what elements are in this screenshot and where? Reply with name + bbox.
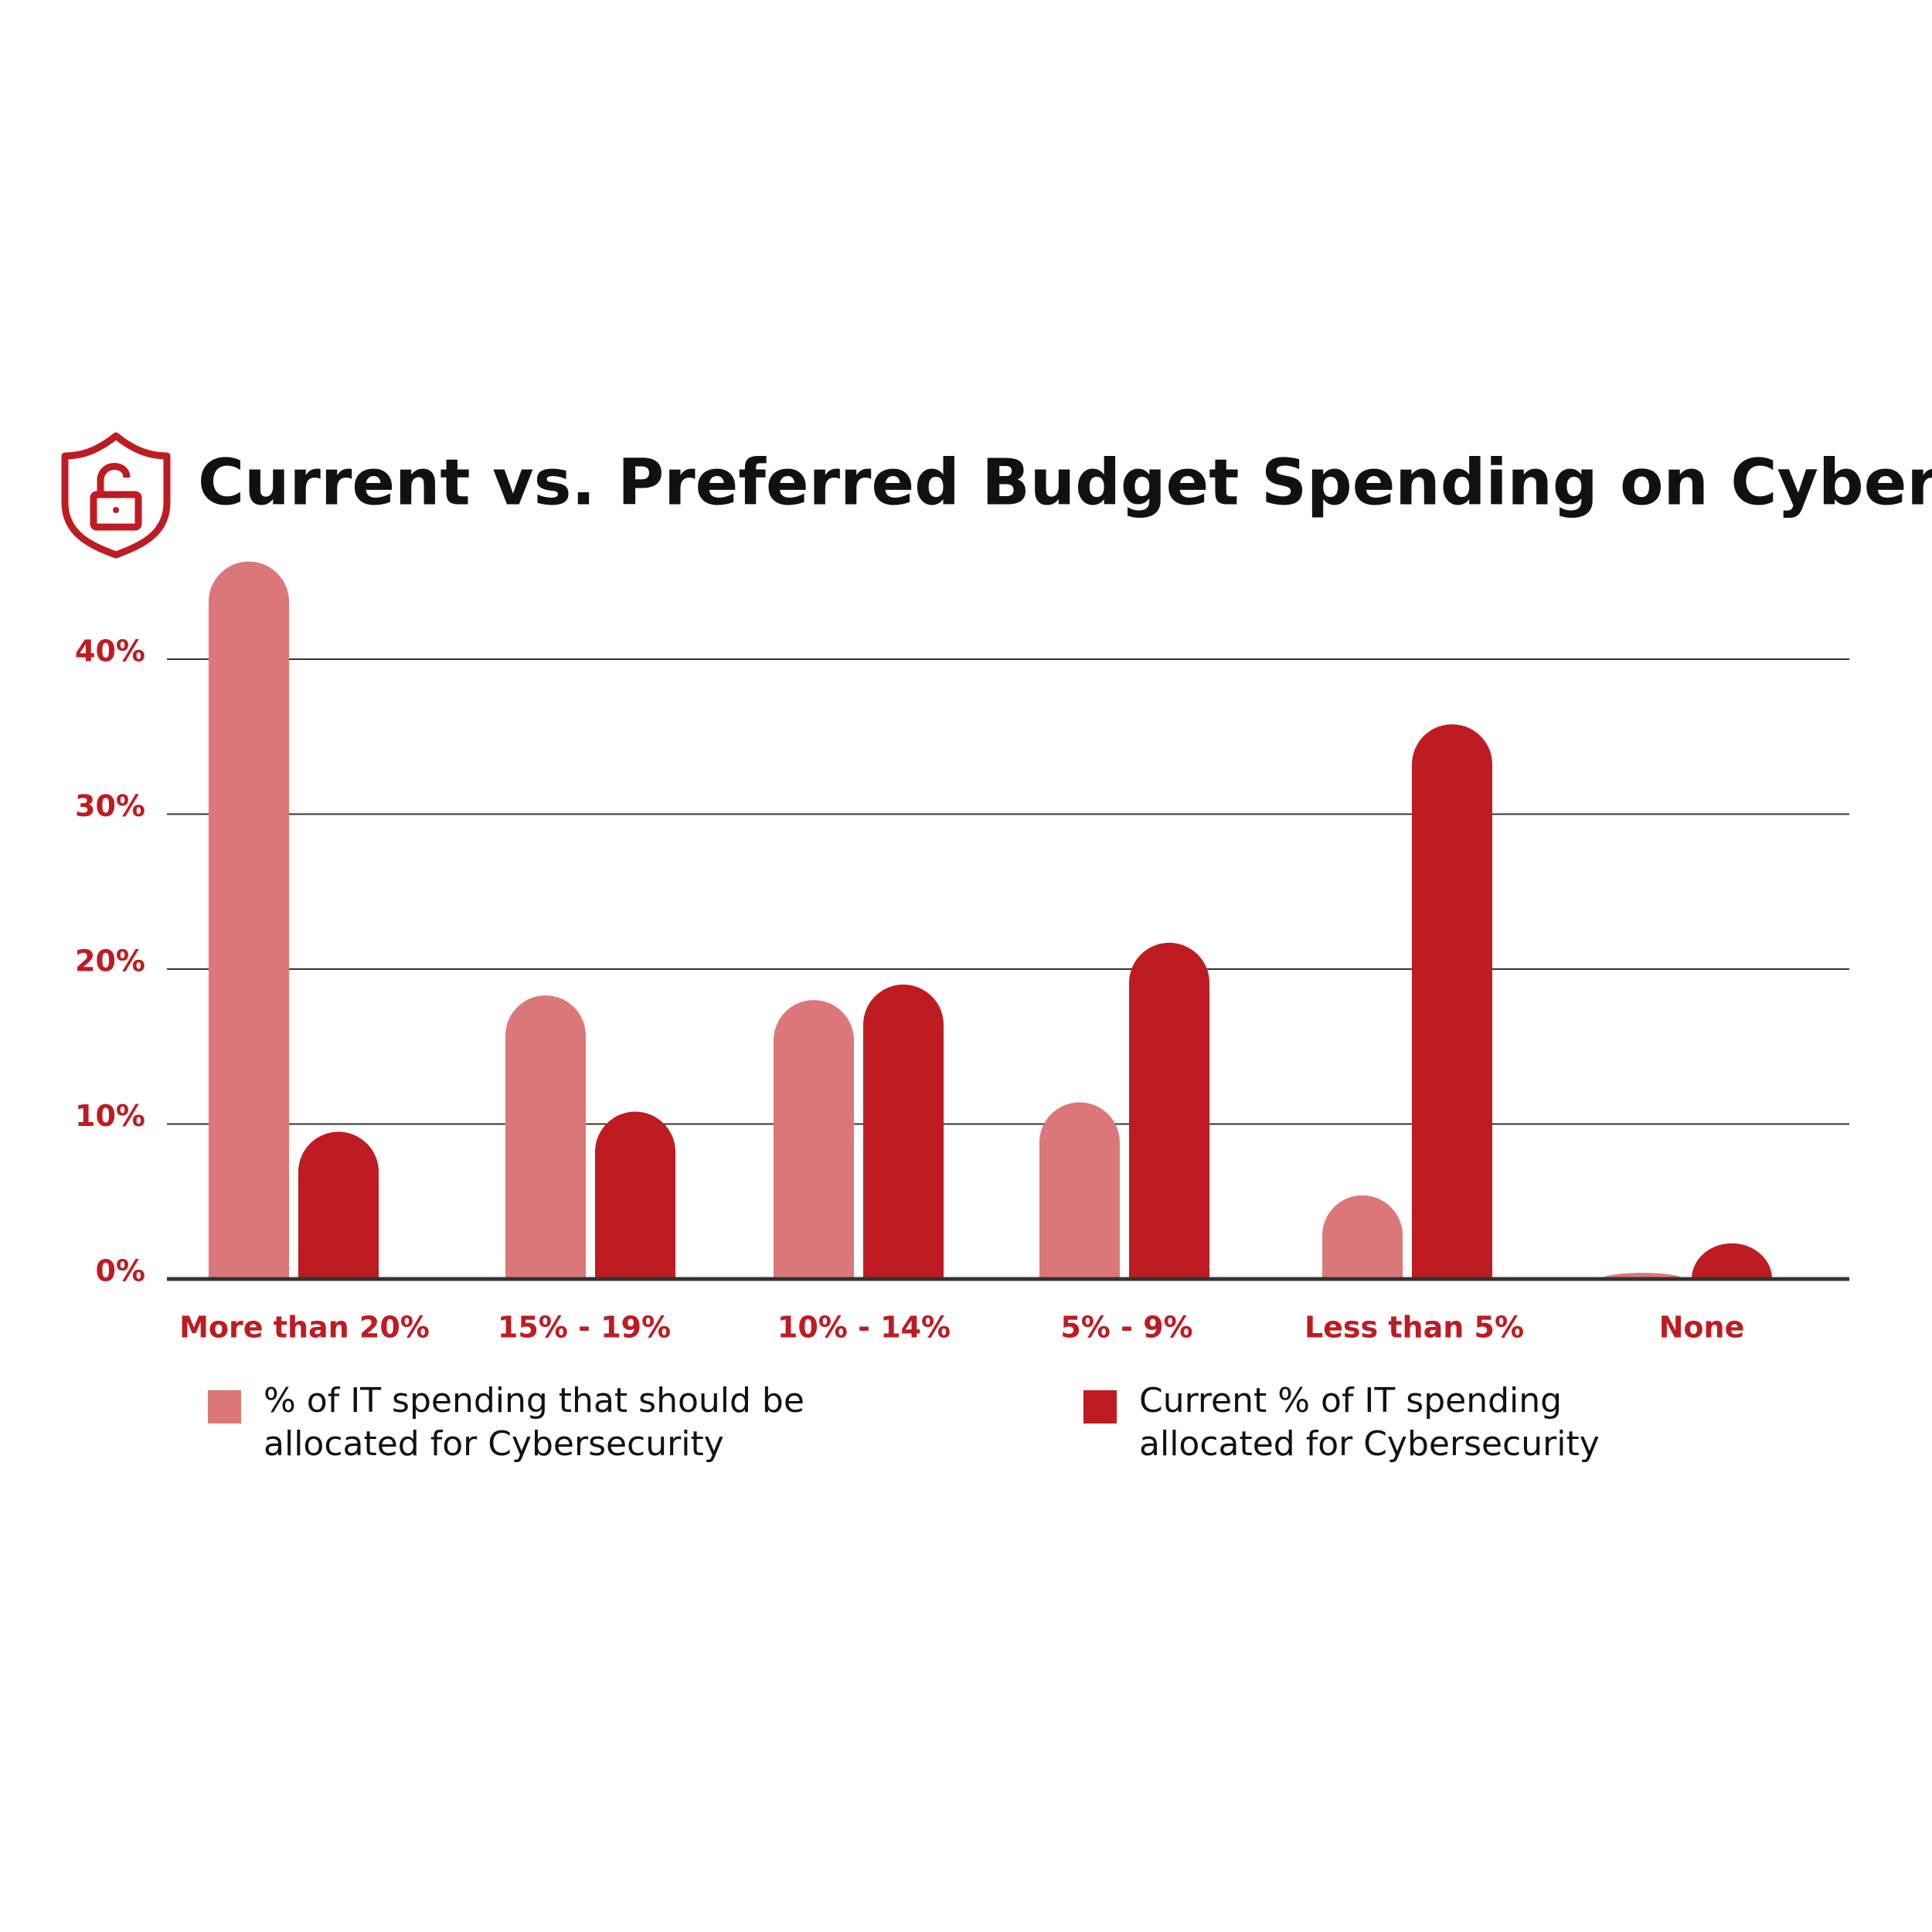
- chart-title: Current vs. Preferred Budget Spending on…: [198, 446, 1932, 519]
- bar: [1322, 1195, 1403, 1279]
- bar: [1039, 1102, 1120, 1279]
- x-tick-label: Less than 5%: [1304, 1311, 1524, 1345]
- x-tick-label: 10% - 14%: [777, 1311, 951, 1345]
- x-tick-label: 15% - 19%: [498, 1311, 671, 1345]
- legend-label: % of IT spending that should be allocate…: [264, 1381, 804, 1464]
- bar: [1412, 724, 1492, 1279]
- bar: [298, 1131, 379, 1279]
- shield-icon: [61, 432, 171, 559]
- legend-swatch: [1083, 1390, 1117, 1423]
- legend-item: Current % of IT spending allocated for C…: [1083, 1379, 1618, 1466]
- y-tick-label: 30%: [75, 789, 145, 823]
- x-tick-label: More than 20%: [179, 1311, 430, 1345]
- y-tick-label: 20%: [75, 944, 145, 978]
- legend-item: % of IT spending that should be allocate…: [208, 1379, 804, 1466]
- legend-label: Current % of IT spending allocated for C…: [1139, 1381, 1600, 1464]
- x-tick-label: 5% - 9%: [1060, 1311, 1192, 1345]
- bar: [863, 985, 944, 1279]
- legend-swatch: [208, 1390, 241, 1423]
- bar: [774, 1000, 854, 1279]
- y-tick-label: 40%: [75, 634, 145, 668]
- bar: [1692, 1243, 1772, 1279]
- bar: [595, 1111, 675, 1279]
- bar: [505, 995, 586, 1279]
- x-tick-label: None: [1659, 1311, 1745, 1345]
- bar: [1129, 942, 1209, 1279]
- y-tick-label: 10%: [75, 1099, 145, 1133]
- bar: [209, 561, 289, 1279]
- y-tick-label: 0%: [95, 1254, 145, 1288]
